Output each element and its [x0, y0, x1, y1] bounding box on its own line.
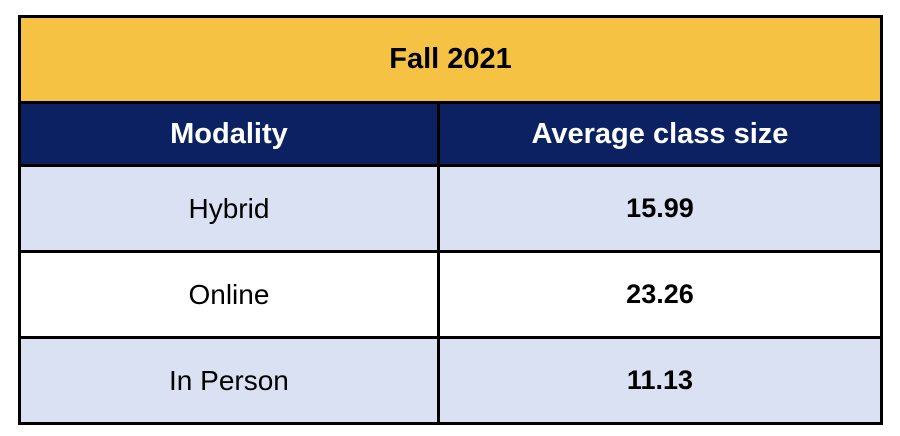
- modality-cell-online: Online: [18, 250, 440, 339]
- table-row-in-person: In Person 11.13: [18, 336, 884, 425]
- table-row-online: Online 23.26: [18, 250, 884, 339]
- modality-cell-in-person: In Person: [18, 336, 440, 425]
- value-cell-hybrid: 15.99: [436, 164, 884, 253]
- table-title: Fall 2021: [18, 15, 883, 104]
- column-header-modality: Modality: [18, 101, 440, 167]
- table-title-row: Fall 2021: [18, 15, 883, 104]
- value-cell-online: 23.26: [436, 250, 884, 339]
- table-row-hybrid: Hybrid 15.99: [18, 164, 884, 253]
- class-size-table: Fall 2021 Modality Average class size Hy…: [18, 15, 884, 425]
- modality-cell-hybrid: Hybrid: [18, 164, 440, 253]
- class-size-table-container: Fall 2021 Modality Average class size Hy…: [18, 15, 884, 425]
- table-header-row: Modality Average class size: [18, 101, 884, 167]
- column-header-average-class-size: Average class size: [436, 101, 884, 167]
- value-cell-in-person: 11.13: [436, 336, 884, 425]
